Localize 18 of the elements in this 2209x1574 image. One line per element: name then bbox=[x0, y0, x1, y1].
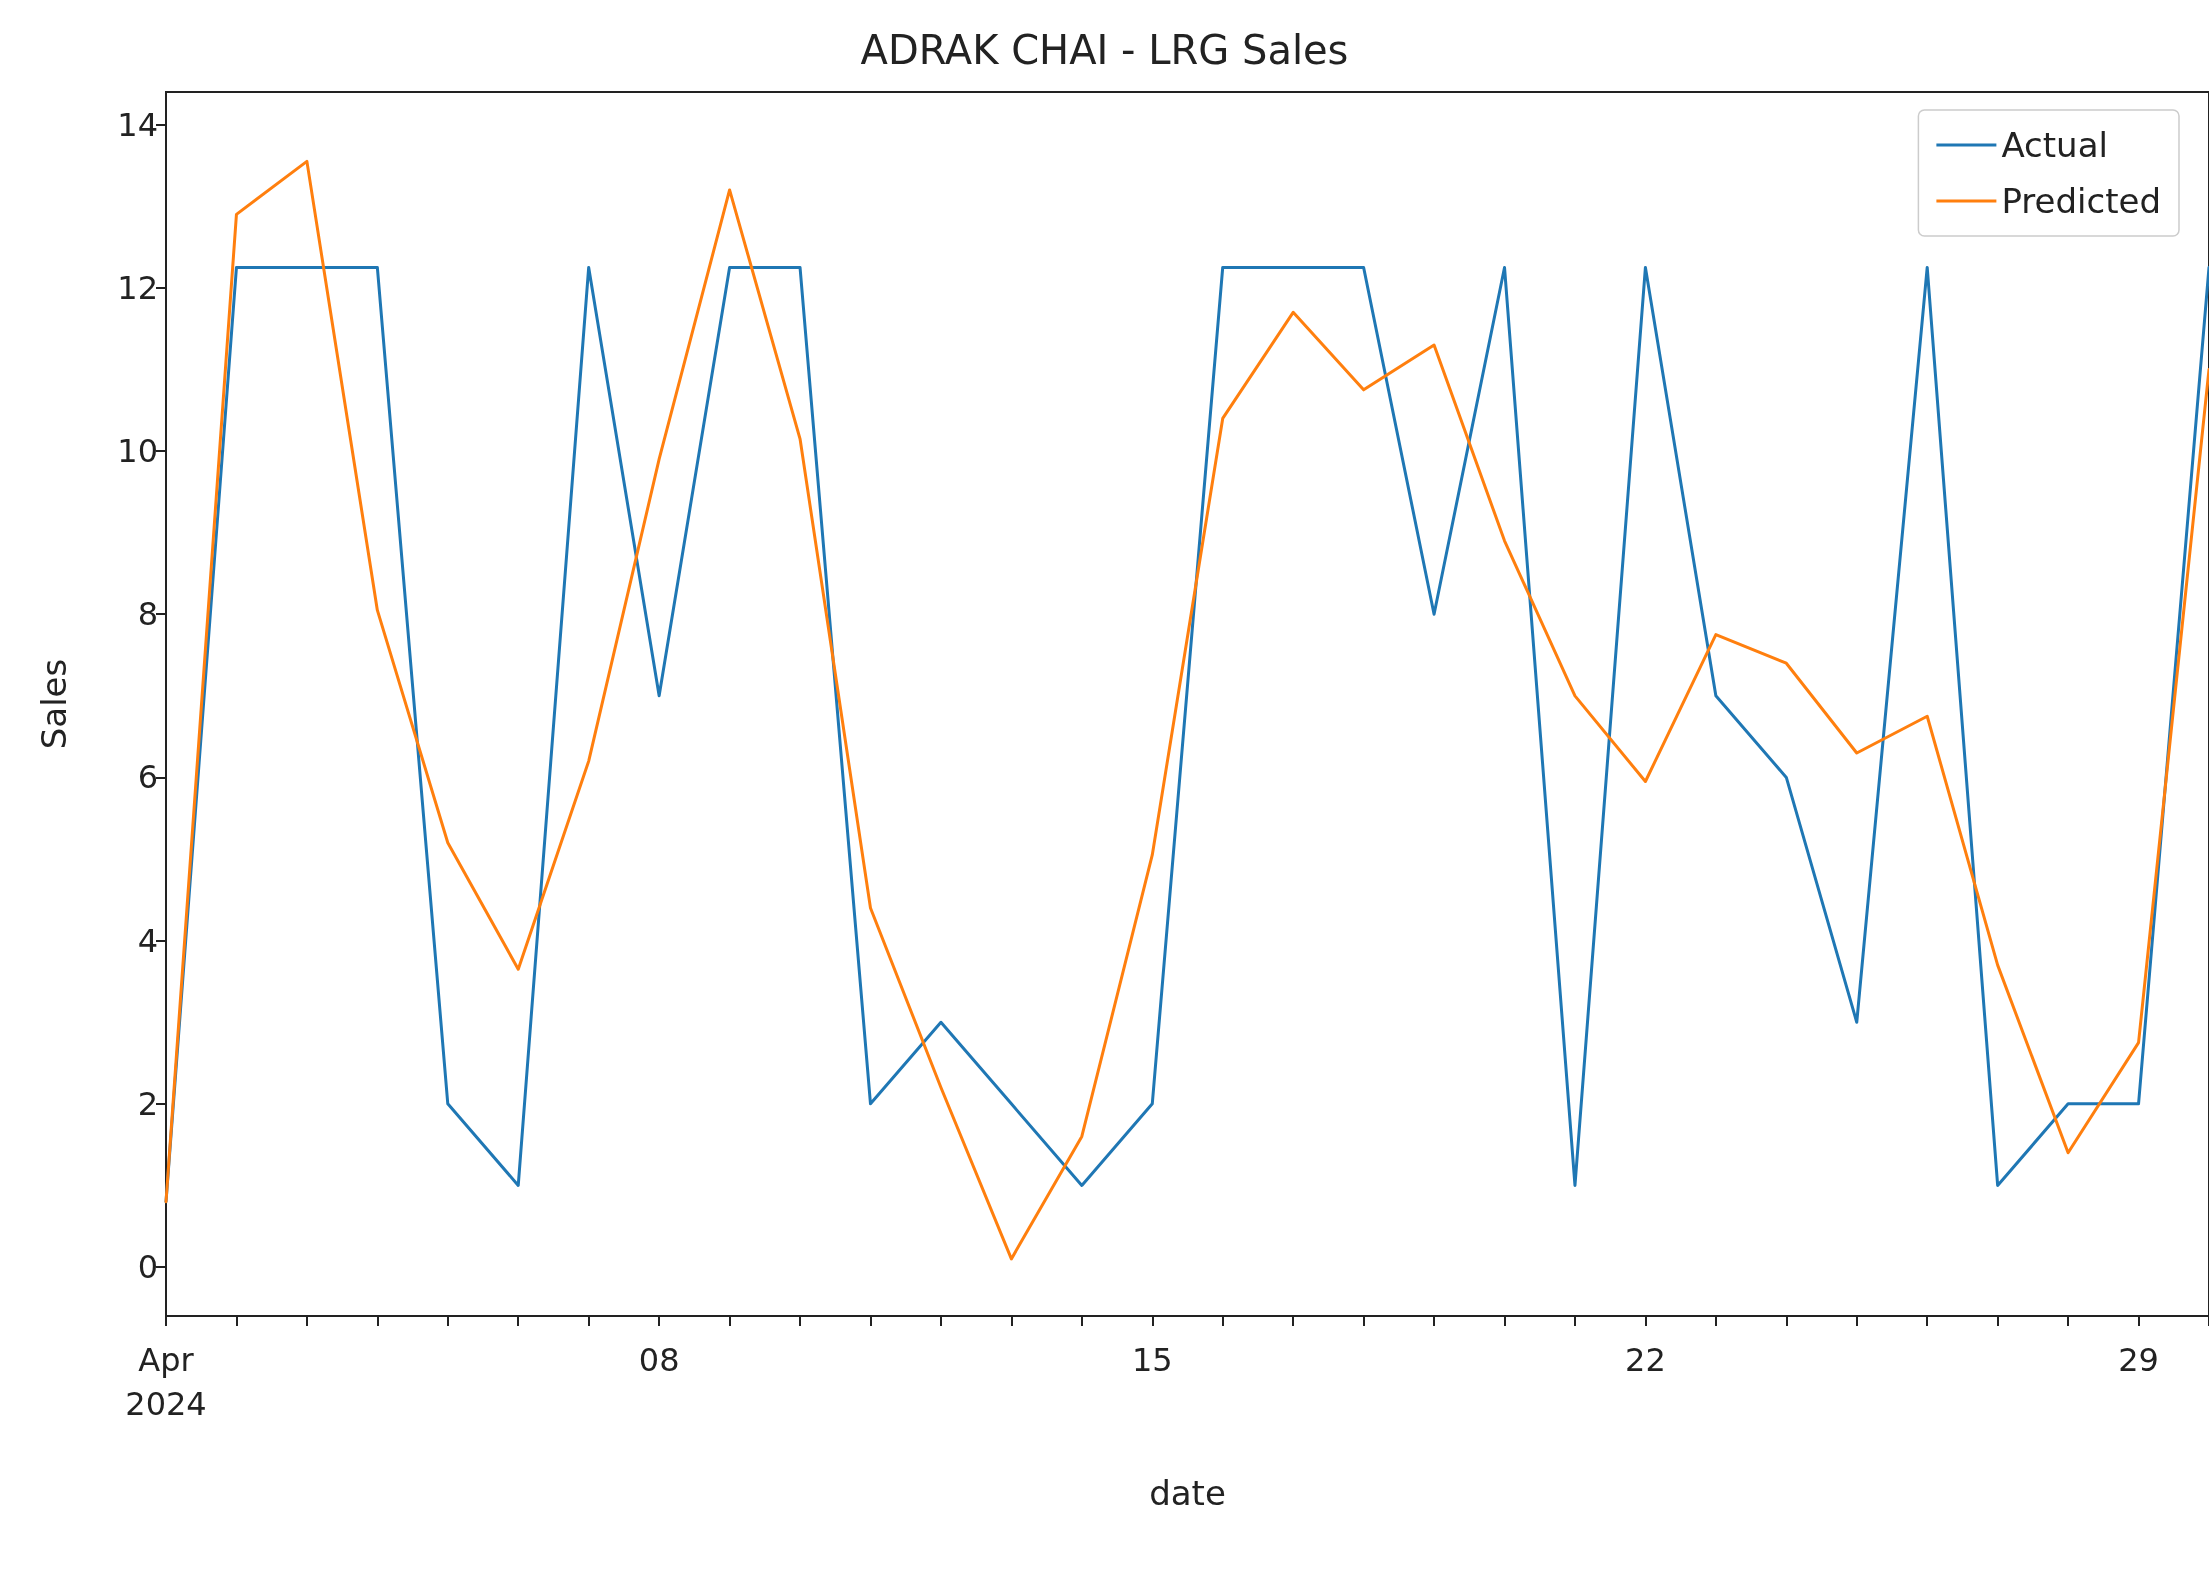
y-tick-label: 4 bbox=[137, 921, 158, 960]
x-tick-label: Apr 2024 bbox=[125, 1341, 207, 1423]
x-axis-title: date bbox=[1149, 1473, 1226, 1513]
y-tick-label: 10 bbox=[117, 432, 158, 471]
x-tick-label: 15 bbox=[1131, 1341, 1173, 1379]
y-tick-label: 6 bbox=[137, 758, 158, 797]
legend-label: Predicted bbox=[2001, 181, 2161, 221]
y-tick-label: 8 bbox=[137, 595, 158, 634]
y-axis-title: Sales bbox=[34, 658, 74, 750]
x-tick-label: 08 bbox=[638, 1341, 680, 1379]
x-tick-label: 29 bbox=[2118, 1341, 2159, 1379]
y-tick-label: 2 bbox=[137, 1084, 158, 1123]
legend-label: Actual bbox=[2001, 125, 2108, 165]
y-tick-label: 14 bbox=[117, 105, 158, 144]
y-tick-label: 0 bbox=[137, 1248, 158, 1287]
x-tick-label: 22 bbox=[1625, 1341, 1666, 1379]
chart-title: ADRAK CHAI - LRG Sales bbox=[860, 27, 1349, 73]
y-tick-label: 12 bbox=[117, 268, 158, 307]
